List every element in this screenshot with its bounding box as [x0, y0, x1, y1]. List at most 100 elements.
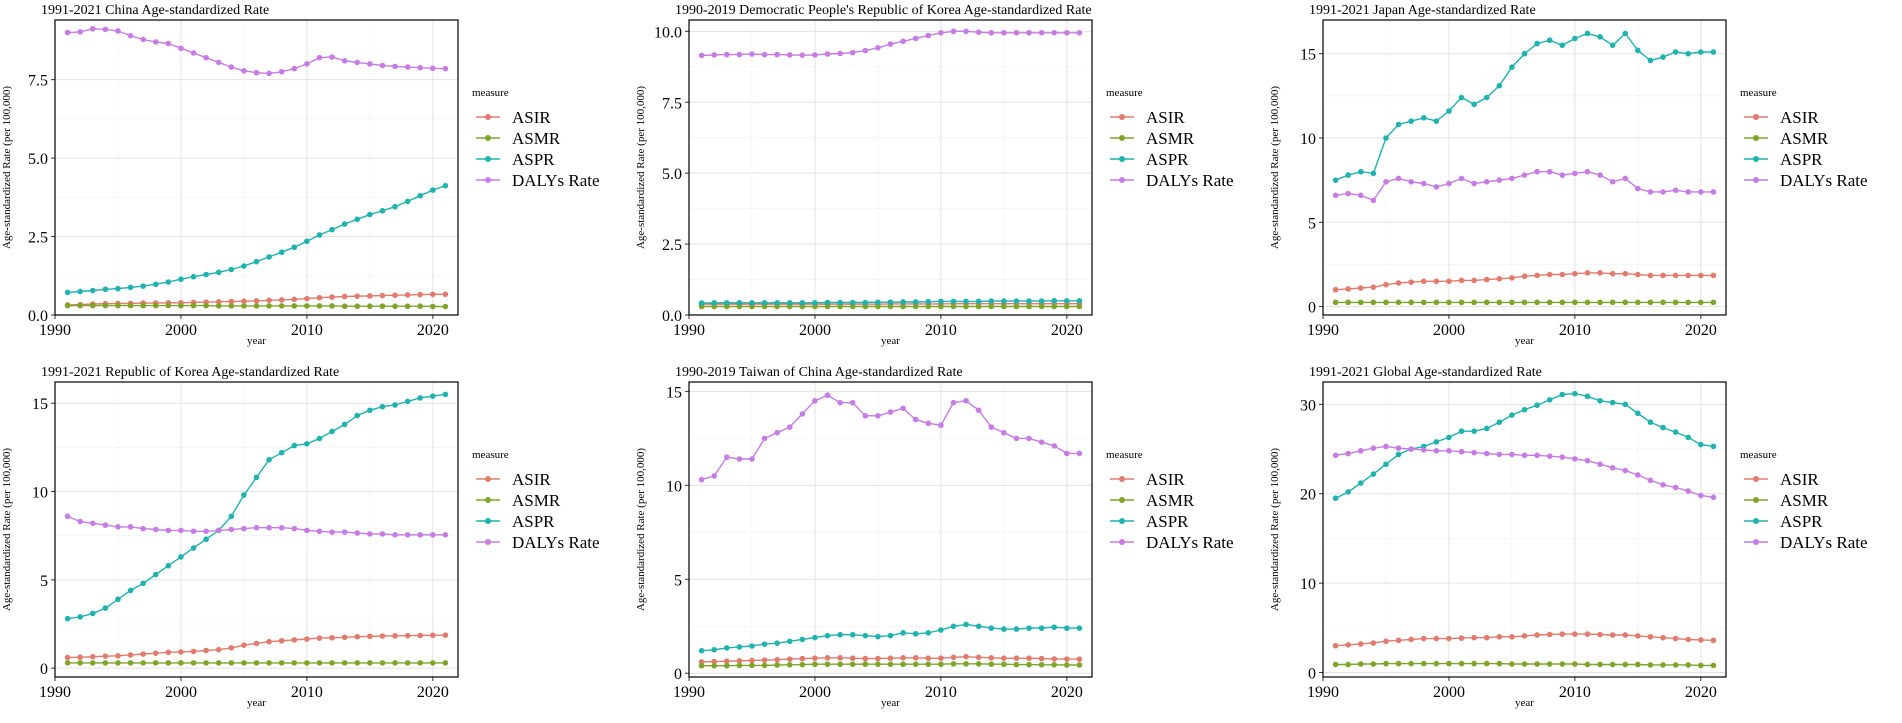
data-point-aspr — [417, 395, 424, 401]
data-point-dalys-rate — [1471, 180, 1477, 187]
data-point-dalys-rate — [963, 28, 969, 35]
data-point-asir — [1446, 635, 1452, 642]
data-point-aspr — [761, 641, 768, 647]
data-point-dalys-rate — [102, 26, 109, 33]
data-point-aspr — [354, 216, 361, 223]
data-point-aspr — [64, 289, 71, 296]
data-point-asir — [1572, 631, 1578, 637]
data-point-asmr — [912, 303, 919, 310]
data-point-aspr — [341, 221, 348, 227]
data-point-dalys-rate — [190, 50, 197, 56]
data-point-asmr — [215, 660, 222, 666]
data-point-aspr — [77, 288, 83, 295]
data-point-dalys-rate — [178, 527, 184, 534]
data-point-asmr — [165, 302, 172, 309]
data-point-aspr — [1357, 168, 1364, 175]
data-point-asir — [736, 658, 743, 664]
data-point-asmr — [178, 302, 184, 309]
data-point-dalys-rate — [1013, 29, 1020, 36]
data-point-aspr — [404, 198, 411, 205]
legend-key-point-aspr — [1753, 156, 1759, 162]
data-point-asmr — [1013, 661, 1020, 668]
data-point-aspr — [404, 398, 411, 405]
data-point-asir — [354, 633, 361, 640]
data-point-aspr — [329, 226, 335, 233]
data-point-aspr — [1635, 410, 1641, 417]
data-point-aspr — [711, 646, 717, 653]
data-point-aspr — [1420, 114, 1427, 121]
data-point-dalys-rate — [912, 416, 919, 423]
legend-key-point-asir — [1753, 114, 1759, 120]
data-point-dalys-rate — [316, 528, 323, 535]
y-tick-label: 10 — [1300, 576, 1316, 593]
data-point-aspr — [1685, 50, 1692, 57]
y-tick-label: 5 — [40, 573, 48, 590]
y-tick-label: 0 — [1308, 666, 1316, 683]
y-tick-label: 5 — [1308, 215, 1316, 232]
data-point-dalys-rate — [1572, 170, 1578, 177]
panel-japan: 1991-2021 Japan Age-standardized Rate 199… — [1268, 0, 1902, 361]
data-point-dalys-rate — [1660, 189, 1666, 195]
data-point-dalys-rate — [190, 528, 197, 535]
data-point-dalys-rate — [1076, 29, 1083, 36]
data-point-asmr — [127, 660, 134, 666]
data-point-dalys-rate — [1622, 467, 1629, 474]
data-point-aspr — [1395, 121, 1402, 128]
data-point-asir — [1597, 631, 1603, 638]
data-point-asmr — [824, 661, 831, 668]
data-point-dalys-rate — [1622, 175, 1629, 182]
data-point-aspr — [975, 623, 982, 630]
data-point-asmr — [1357, 299, 1364, 306]
data-point-asir — [824, 655, 831, 661]
data-point-asir — [1408, 636, 1414, 643]
data-point-asmr — [228, 303, 235, 309]
data-point-asir — [711, 658, 717, 665]
data-point-asir — [1496, 633, 1503, 640]
data-point-aspr — [1026, 625, 1032, 631]
data-point-asir — [379, 292, 386, 299]
data-point-dalys-rate — [912, 35, 919, 42]
data-point-asir — [89, 653, 96, 660]
data-point-asir — [1395, 637, 1402, 644]
data-point-asmr — [1420, 299, 1427, 306]
data-point-asir — [749, 657, 755, 664]
data-point-aspr — [266, 456, 272, 463]
data-point-aspr — [1051, 624, 1058, 631]
data-point-asir — [241, 642, 247, 649]
data-point-asmr — [1584, 299, 1591, 306]
data-point-asmr — [417, 303, 424, 310]
chart-title: 1991-2021 Japan Age-standardized Rate — [1309, 3, 1536, 18]
data-point-dalys-rate — [875, 44, 881, 51]
data-point-asmr — [253, 660, 260, 666]
data-point-dalys-rate — [975, 29, 982, 35]
data-point-dalys-rate — [228, 64, 235, 70]
data-point-dalys-rate — [1609, 465, 1616, 471]
data-point-asmr — [1685, 662, 1692, 668]
data-point-asmr — [1609, 661, 1616, 668]
legend-label-aspr: ASPR — [1146, 150, 1189, 169]
data-point-asir — [203, 647, 209, 654]
legend-key-point-dalys-rate — [1753, 539, 1759, 545]
data-point-dalys-rate — [1370, 445, 1377, 451]
data-point-dalys-rate — [417, 64, 424, 71]
legend-key-point-aspr — [485, 156, 491, 162]
data-point-aspr — [1076, 298, 1083, 304]
data-point-aspr — [1408, 118, 1414, 124]
data-point-dalys-rate — [950, 28, 957, 35]
data-point-aspr — [152, 571, 159, 578]
data-point-aspr — [1647, 57, 1654, 64]
series-line-dalys-rate — [67, 28, 446, 75]
legend-title: measure — [1740, 87, 1777, 99]
data-point-aspr — [912, 299, 919, 305]
data-point-asir — [442, 291, 449, 298]
data-point-dalys-rate — [1710, 494, 1717, 501]
data-point-aspr — [1597, 34, 1603, 40]
data-point-dalys-rate — [812, 52, 818, 58]
legend-title: measure — [472, 449, 509, 461]
data-point-dalys-rate — [786, 424, 793, 430]
data-point-dalys-rate — [749, 456, 755, 462]
data-point-asmr — [64, 660, 71, 666]
y-axis-label: Age-standardized Rate (per 100,000) — [635, 448, 647, 611]
data-point-aspr — [89, 610, 96, 617]
